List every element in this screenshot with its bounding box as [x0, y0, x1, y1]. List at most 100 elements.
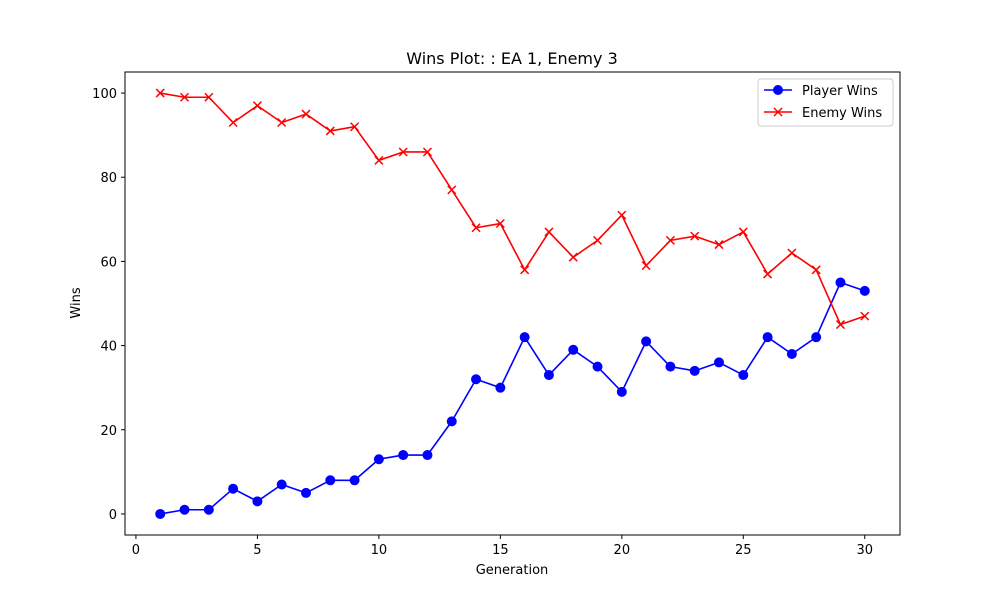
player-wins-point	[446, 416, 457, 427]
player-wins-point	[252, 496, 263, 507]
marker-stroke	[301, 109, 311, 119]
player-wins-point	[228, 483, 239, 494]
player-wins-point	[495, 382, 506, 393]
enemy-wins-point	[617, 210, 627, 220]
player-wins-point	[714, 357, 725, 368]
enemy-wins-point	[811, 265, 821, 275]
x-tick-label: 5	[253, 543, 261, 558]
enemy-wins-point	[228, 117, 238, 128]
marker-stroke	[690, 231, 700, 241]
y-tick-label: 20	[100, 424, 117, 439]
y-tick-label: 40	[100, 340, 117, 355]
legend-player-wins-marker	[773, 85, 783, 95]
player-wins-point	[276, 479, 287, 490]
player-wins-point	[179, 504, 190, 515]
player-wins-point	[349, 475, 360, 486]
enemy-wins-point	[641, 261, 651, 271]
marker-stroke	[835, 320, 846, 330]
player-wins-point	[325, 475, 336, 486]
x-tick-label: 30	[856, 543, 873, 558]
y-axis-label: Wins	[69, 287, 84, 318]
enemy-wins-line	[160, 92, 866, 326]
marker-stroke	[568, 252, 578, 262]
chart-title: Wins Plot: : EA 1, Enemy 3	[406, 49, 618, 68]
y-tick-label: 100	[92, 87, 117, 102]
legend-enemy-wins-marker	[773, 107, 783, 117]
x-tick-label: 20	[614, 543, 631, 558]
marker-stroke	[471, 223, 481, 233]
marker-stroke	[593, 235, 603, 245]
player-wins-point	[859, 285, 870, 296]
marker-stroke	[520, 265, 530, 275]
enemy-wins-point	[738, 227, 748, 237]
x-tick-label: 15	[492, 543, 509, 558]
marker-stroke	[447, 185, 457, 195]
marker-stroke	[773, 107, 783, 117]
marker-stroke	[763, 269, 773, 279]
x-axis-label: Generation	[476, 563, 549, 578]
player-wins-point	[155, 508, 166, 519]
enemy-wins-point	[593, 235, 603, 245]
marker-stroke	[714, 240, 724, 250]
player-wins-point	[665, 361, 676, 372]
series-enemy-wins	[155, 88, 870, 330]
player-wins-point	[568, 344, 579, 355]
marker-stroke	[811, 265, 821, 275]
enemy-wins-point	[398, 147, 408, 157]
player-wins-point	[786, 349, 797, 360]
player-wins-point	[543, 370, 554, 381]
y-axis: 0 20 40 60 80 100	[92, 87, 125, 523]
player-wins-point	[300, 487, 311, 498]
enemy-wins-point	[301, 109, 311, 119]
marker-stroke	[204, 92, 214, 102]
player-wins-point	[762, 332, 773, 343]
series-player-wins	[155, 277, 870, 519]
x-tick-label: 0	[132, 543, 140, 558]
marker-stroke	[350, 122, 360, 132]
marker-stroke	[665, 235, 675, 245]
enemy-wins-point	[277, 117, 287, 128]
marker-stroke	[277, 117, 287, 128]
marker-stroke	[398, 147, 408, 157]
enemy-wins-point	[374, 155, 384, 165]
y-tick-label: 0	[109, 508, 117, 523]
series-layer	[155, 88, 870, 519]
enemy-wins-point	[495, 218, 505, 229]
marker-stroke	[228, 117, 238, 128]
enemy-wins-point	[690, 231, 700, 241]
player-wins-point	[398, 450, 409, 461]
enemy-wins-point	[447, 185, 457, 195]
enemy-wins-point	[520, 265, 530, 275]
x-tick-label: 25	[735, 543, 752, 558]
enemy-wins-point	[422, 147, 432, 157]
player-wins-point	[835, 277, 846, 288]
player-wins-point	[422, 450, 433, 461]
marker-stroke	[738, 227, 748, 237]
x-axis: 0 5 10 15 20 25 30	[132, 535, 873, 558]
marker-stroke	[617, 210, 627, 220]
y-tick-label: 80	[100, 171, 117, 186]
marker-stroke	[325, 126, 335, 136]
marker-stroke	[544, 227, 554, 237]
enemy-wins-point	[179, 92, 190, 102]
enemy-wins-point	[544, 227, 554, 237]
player-wins-point	[616, 386, 627, 397]
player-wins-point	[203, 504, 214, 515]
legend-enemy-wins-label: Enemy Wins	[802, 106, 882, 121]
enemy-wins-point	[714, 240, 724, 250]
enemy-wins-point	[787, 248, 797, 258]
player-wins-point	[471, 374, 482, 385]
marker-stroke	[495, 218, 505, 229]
enemy-wins-point	[568, 252, 578, 262]
player-wins-point	[811, 332, 822, 343]
enemy-wins-point	[665, 235, 675, 245]
player-wins-point	[738, 370, 749, 381]
enemy-wins-point	[325, 126, 335, 136]
enemy-wins-point	[204, 92, 214, 102]
marker-stroke	[860, 311, 870, 321]
marker-stroke	[155, 88, 165, 98]
enemy-wins-point	[763, 269, 773, 279]
legend: Player Wins Enemy Wins	[757, 78, 894, 127]
legend-player-wins-label: Player Wins	[802, 84, 878, 99]
